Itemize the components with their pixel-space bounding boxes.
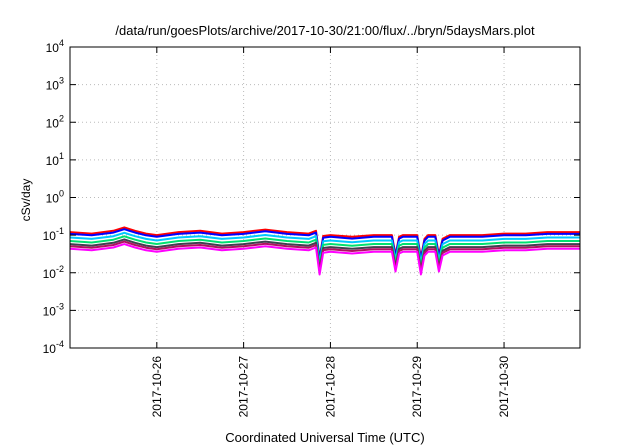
chart-title: /data/run/goesPlots/archive/2017-10-30/2…: [115, 23, 535, 38]
x-tick-label: 2017-10-27: [237, 356, 251, 418]
series-line-4: [69, 235, 580, 268]
y-tick-label: 10-4: [43, 339, 64, 356]
y-tick-label: 10-2: [43, 264, 64, 281]
series-line-6: [69, 240, 580, 273]
grid: [70, 47, 580, 348]
series-group: [69, 226, 580, 276]
y-axis-ticks: 10-4 10-3 10-2 10-1 100 101 102 103 104: [43, 38, 580, 356]
series-line-2: [69, 228, 580, 261]
y-tick-label: 104: [46, 38, 64, 55]
x-tick-label: 2017-10-28: [323, 356, 337, 418]
series-line-5: [69, 238, 580, 271]
y-tick-label: 101: [46, 151, 64, 168]
x-tick-label: 2017-10-29: [410, 356, 424, 418]
x-tick-label: 2017-10-26: [150, 356, 164, 418]
y-tick-label: 100: [46, 189, 64, 206]
series-line-7: [69, 243, 580, 276]
y-tick-label: 102: [46, 113, 64, 130]
y-tick-label: 10-3: [43, 301, 64, 318]
series-line-1: [69, 226, 580, 259]
series-line-3: [69, 231, 580, 265]
x-axis-label: Coordinated Universal Time (UTC): [225, 430, 424, 445]
y-tick-label: 10-1: [43, 226, 64, 243]
y-tick-label: 103: [46, 76, 64, 93]
x-tick-label: 2017-10-30: [497, 356, 511, 418]
x-axis-ticks: 2017-10-26 2017-10-27 2017-10-28 2017-10-29…: [150, 47, 511, 417]
y-axis-label: cSv/day: [19, 179, 33, 222]
